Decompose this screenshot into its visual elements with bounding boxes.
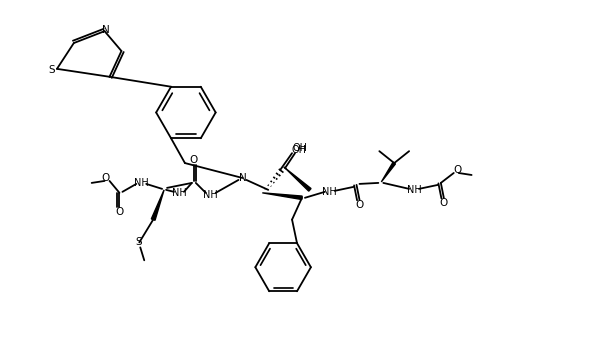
Text: NH: NH — [406, 185, 421, 195]
Text: OH: OH — [291, 145, 306, 155]
Text: NH: NH — [134, 178, 148, 188]
Polygon shape — [285, 168, 311, 191]
Text: O: O — [190, 155, 198, 165]
Polygon shape — [151, 190, 164, 220]
Text: O: O — [115, 207, 123, 217]
Text: NH: NH — [203, 190, 218, 200]
Polygon shape — [262, 193, 302, 199]
Text: NH: NH — [322, 187, 337, 197]
Text: O: O — [101, 173, 110, 183]
Text: N: N — [102, 25, 110, 35]
Polygon shape — [381, 162, 396, 182]
Text: N: N — [238, 173, 246, 183]
Text: O: O — [440, 198, 448, 208]
Text: OH: OH — [293, 143, 308, 153]
Text: S: S — [135, 237, 142, 247]
Text: S: S — [49, 65, 55, 75]
Text: O: O — [454, 165, 462, 175]
Text: NH: NH — [172, 188, 187, 198]
Text: O: O — [355, 200, 364, 210]
